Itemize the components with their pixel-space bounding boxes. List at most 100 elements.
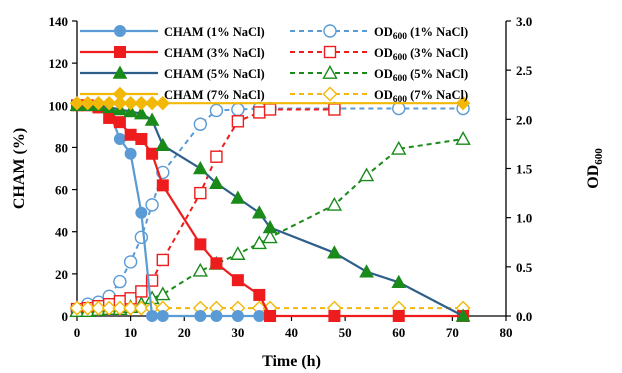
y2-axis-title: OD600	[585, 148, 605, 189]
legend-label: CHAM (1% NaCl)	[164, 25, 265, 39]
series-1-point	[135, 133, 148, 145]
legend: CHAM (1% NaCl) CHAM (3% NaCl) CHAM (5% NaC…	[80, 24, 468, 105]
series-5-point	[210, 150, 223, 163]
series-2-point	[455, 308, 471, 322]
y-tick-label: 120	[49, 56, 69, 71]
x-tick-label: 20	[178, 325, 191, 340]
legend-label-main: OD	[374, 88, 393, 102]
series-0-point	[231, 310, 244, 322]
y2-tick-label: 0.0	[516, 309, 532, 324]
series-6-point	[262, 229, 278, 244]
y-tick-label: 100	[49, 98, 69, 113]
legend-label: CHAM (5% NaCl)	[164, 67, 265, 81]
legend-item-6: OD600 (5% NaCl)	[290, 65, 468, 84]
legend-label-main: OD	[374, 46, 393, 60]
series-3-point	[101, 95, 117, 111]
series-5-point	[194, 186, 207, 200]
series-1-point	[328, 310, 341, 322]
legend-label-suffix: (5% NaCl)	[407, 67, 468, 81]
x-tick-label: 70	[446, 325, 459, 340]
y2-tick-label: 1.0	[516, 211, 532, 226]
y2-axis-title-main: OD	[585, 165, 602, 189]
series-6-point	[155, 286, 171, 301]
series-7-point	[80, 300, 96, 316]
series-3-point	[155, 95, 171, 111]
series-5-point	[253, 106, 266, 119]
series-3-point	[112, 95, 128, 111]
x-tick-label: 50	[339, 325, 352, 340]
x-axis-title: Time (h)	[262, 353, 321, 370]
series-4-point	[113, 274, 127, 289]
series-2-point	[192, 160, 208, 175]
series-6-point	[192, 262, 209, 277]
series-3-point	[455, 95, 471, 111]
x-tick-label: 0	[74, 325, 81, 340]
x-tick-label: 30	[231, 325, 244, 340]
series-1-point	[392, 310, 405, 322]
legend-label-main: CHAM (1% NaCl)	[164, 25, 265, 39]
y2-tick-label: 3.0	[516, 14, 532, 29]
legend-swatch-marker	[323, 24, 337, 38]
legend-swatch-marker	[322, 86, 338, 102]
legend-label-sub: 600	[393, 74, 408, 84]
series-2-point	[134, 106, 149, 120]
x-tick-label: 80	[500, 325, 513, 340]
series-6-point	[358, 167, 375, 182]
legend-label-suffix: (7% NaCl)	[407, 88, 468, 102]
legend-label-main: CHAM (7% NaCl)	[164, 88, 265, 102]
series-5-point	[263, 103, 277, 116]
series-3-point	[123, 95, 138, 111]
series-7-point	[123, 300, 139, 316]
series-2-point	[155, 137, 171, 152]
series-3-point	[91, 95, 106, 111]
series-1-point	[194, 238, 207, 251]
series-5-point	[156, 253, 170, 267]
series-1-point	[113, 116, 126, 129]
series-3	[69, 95, 471, 111]
series-4-point	[145, 198, 159, 212]
series-2-point	[251, 205, 267, 219]
series-5-point	[328, 103, 341, 116]
legend-swatch-marker	[114, 25, 126, 37]
series-7-point	[90, 300, 106, 316]
axes: 0 10 20 30 40 50 60 70 80 0 20 40 60 80 100 120 140 0.0 0.…	[49, 14, 533, 340]
legend-label: OD600 (3% NaCl)	[374, 46, 468, 63]
legend-item-0: CHAM (1% NaCl)	[80, 25, 265, 39]
y-tick-label: 20	[55, 267, 68, 282]
series-0-point	[135, 206, 148, 219]
legend-label-main: CHAM (5% NaCl)	[164, 67, 265, 81]
series-0-point	[253, 310, 266, 322]
legend-swatch-marker	[323, 45, 337, 59]
series-2-point	[230, 190, 246, 204]
series-3-point	[69, 95, 85, 111]
series-6-point	[391, 140, 407, 155]
series-0-point	[210, 310, 223, 322]
y-tick-label: 0	[62, 309, 69, 324]
series-1-point	[210, 257, 223, 270]
series-2-point	[262, 219, 278, 234]
series-7-point	[133, 300, 149, 316]
legend-label-main: CHAM (3% NaCl)	[164, 46, 265, 60]
legend-label-main: OD	[374, 67, 393, 81]
series-2-point	[327, 245, 342, 259]
series-3-point	[134, 95, 149, 111]
series-4-point	[134, 230, 149, 245]
legend-label: OD600 (5% NaCl)	[374, 67, 468, 84]
series-0-point	[113, 133, 126, 145]
legend-swatch-marker	[112, 65, 128, 79]
series-6-point	[230, 246, 246, 260]
series-3-point	[80, 95, 95, 111]
series-2-point	[123, 104, 138, 118]
series-0-point	[156, 310, 169, 322]
series-4-point	[231, 102, 245, 117]
series-7-point	[112, 300, 128, 316]
legend-label: OD600 (7% NaCl)	[374, 88, 468, 105]
legend-label-sub: 600	[393, 53, 408, 63]
series-layer	[69, 95, 471, 322]
series-6-point	[251, 235, 268, 250]
y2-tick-label: 2.0	[516, 112, 532, 127]
legend-swatch-marker	[112, 86, 128, 102]
series-0-point	[194, 310, 207, 322]
series-1-point	[253, 288, 266, 301]
